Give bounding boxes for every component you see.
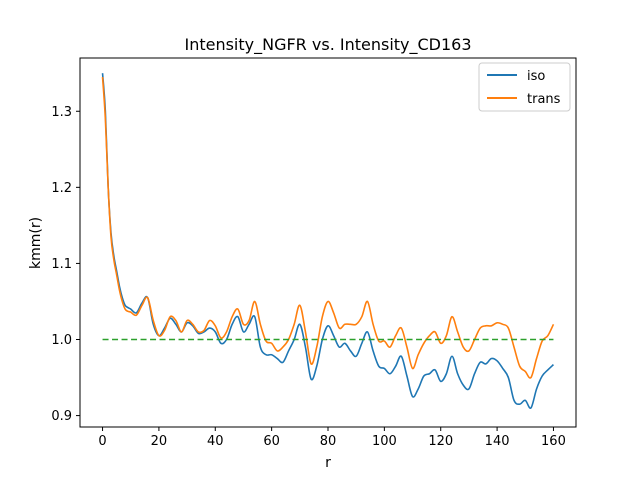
x-tick-label: 40: [207, 434, 224, 449]
series-layer: [101, 73, 555, 410]
series-line-trans: [101, 76, 555, 379]
y-axis: 0.9 1.0 1.1 1.2 1.3: [51, 105, 80, 424]
axes-frame: [79, 57, 577, 428]
y-axis-label: kmm(r): [28, 217, 44, 269]
x-tick-label: 0: [98, 434, 106, 449]
legend-label-trans: trans: [527, 92, 561, 107]
x-tick-label: 140: [485, 434, 510, 449]
x-tick-label: 120: [428, 434, 453, 449]
series-line-iso: [101, 73, 555, 410]
y-tick-label: 1.1: [51, 257, 72, 272]
x-tick-label: 60: [263, 434, 280, 449]
y-tick-label: 1.3: [51, 105, 72, 120]
x-axis-label: r: [325, 455, 331, 471]
legend: iso trans: [478, 62, 571, 112]
x-tick-label: 100: [372, 434, 397, 449]
x-tick-label: 20: [151, 434, 168, 449]
plot-area: [79, 57, 577, 428]
x-tick-label: 80: [320, 434, 337, 449]
y-tick-label: 0.9: [51, 409, 72, 424]
x-axis: 0 20 40 60 80 100 120 140 160: [98, 427, 566, 449]
legend-label-iso: iso: [527, 69, 545, 84]
y-tick-label: 1.2: [51, 181, 72, 196]
chart-title: Intensity_NGFR vs. Intensity_CD163: [184, 35, 471, 55]
y-tick-label: 1.0: [51, 333, 72, 348]
x-tick-label: 160: [541, 434, 566, 449]
